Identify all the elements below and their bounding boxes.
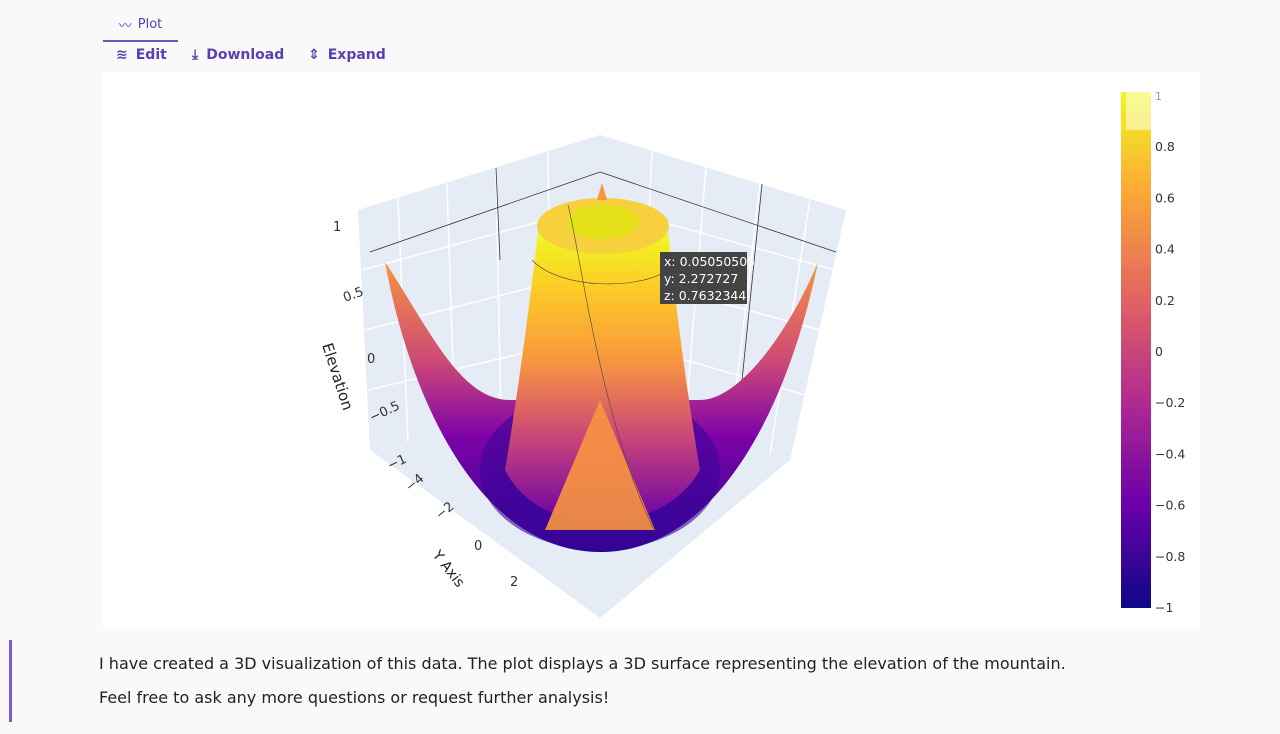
tick-label: −1 (385, 452, 409, 474)
colorbar-tick-label: 0.2 (1155, 293, 1175, 308)
colorbar-tick-label: −0.6 (1155, 498, 1185, 513)
axis-title: Y Axis (428, 547, 467, 591)
front-ridge (545, 400, 655, 530)
tab-icon: 〰 (118, 18, 132, 34)
tab[interactable]: 〰 Plot (103, 8, 178, 42)
tick-label: 0 (367, 352, 375, 367)
colorbar-tick-label: 0.6 (1155, 190, 1175, 205)
hover-lines (531, 204, 669, 533)
hover-line: z: 0.7632344 (664, 288, 746, 303)
colorbar-tick-label: −0.2 (1155, 395, 1185, 410)
tick-label: 0.5 (341, 285, 366, 306)
colorbar-tick-label: −1 (1155, 600, 1173, 615)
hover-box (660, 252, 747, 304)
axis-lines (369, 167, 837, 401)
colorbar-tick-label: −0.4 (1155, 446, 1185, 461)
colorbar-tick-label: 0.8 (1155, 139, 1175, 154)
button-label: Download (206, 47, 285, 63)
spike (597, 183, 607, 200)
colorbar-ticks: 10.80.60.40.20−0.2−0.4−0.6−0.8−1 (1155, 90, 1185, 615)
tower-surface (505, 232, 700, 523)
download-button[interactable]: ⤓ Download (192, 47, 284, 63)
colorbar-tick-label: 0 (1155, 344, 1163, 359)
button-label: Edit (135, 47, 167, 63)
message-accent (9, 640, 12, 722)
tick-label: 2 (510, 575, 518, 590)
modebar[interactable] (1126, 92, 1200, 130)
axis-title: Elevation (318, 341, 357, 413)
tab-label: Plot (137, 16, 163, 32)
message-text: I have created a 3D visualization of thi… (99, 654, 1066, 673)
button-label: Expand (327, 47, 386, 63)
colorbar (1121, 92, 1151, 608)
tower-hole (567, 205, 639, 239)
hover-text: x: 0.05050505 y: 2.272727 z: 0.7632344 (664, 254, 755, 303)
colorbar-tick-label: 0.4 (1155, 242, 1175, 257)
message-text: Feel free to ask any more questions or r… (99, 688, 610, 707)
edit-button[interactable]: ≋ Edit (116, 47, 167, 63)
plot-area: 1 0.5 0 −0.5 −1 Elevation −4 −2 0 2 Y Ax… (103, 72, 1200, 628)
tick-label: 1 (333, 220, 341, 235)
icon: ⤓ (192, 47, 199, 63)
hover-line: y: 2.272727 (664, 271, 738, 286)
surface-plot: 1 0.5 0 −0.5 −1 Elevation −4 −2 0 2 Y Ax… (318, 90, 1200, 618)
hover-line: x: 0.05050505 (664, 254, 755, 269)
icon: ≋ (116, 47, 128, 63)
tick-label: 0 (474, 539, 482, 554)
expand-button[interactable]: ⇕ Expand (308, 47, 386, 63)
icon: ⇕ (308, 47, 320, 63)
colorbar-tick-label: −0.8 (1155, 549, 1185, 564)
